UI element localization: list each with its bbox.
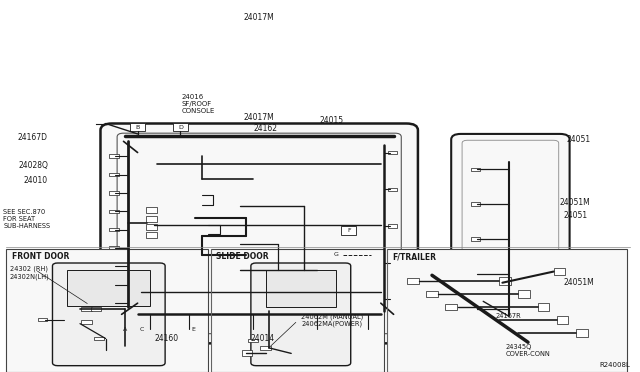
Bar xyxy=(184,330,194,333)
FancyBboxPatch shape xyxy=(451,134,570,344)
Text: SEE SEC.870
FOR SEAT
SUB-HARNESS: SEE SEC.870 FOR SEAT SUB-HARNESS xyxy=(3,209,51,230)
Bar xyxy=(94,337,104,340)
Bar xyxy=(260,346,271,350)
Bar xyxy=(341,227,356,235)
Text: 24017M: 24017M xyxy=(244,13,275,22)
Bar xyxy=(312,330,321,333)
Bar xyxy=(211,249,384,372)
Text: SLIDE DOOR: SLIDE DOOR xyxy=(216,252,269,261)
Text: 24302 (RH)
24302N(LH): 24302 (RH) 24302N(LH) xyxy=(10,266,49,280)
Text: 24016
SF/ROOF
CONSOLE: 24016 SF/ROOF CONSOLE xyxy=(182,94,215,114)
Text: 24062M (MANUAL)
24062MA(POWER): 24062M (MANUAL) 24062MA(POWER) xyxy=(301,314,364,327)
Bar xyxy=(118,326,133,334)
Bar xyxy=(554,268,565,275)
Bar xyxy=(109,191,119,195)
Text: 24051M: 24051M xyxy=(560,198,591,207)
Bar xyxy=(477,305,493,324)
Text: 24167D: 24167D xyxy=(18,133,48,142)
Bar xyxy=(388,261,397,264)
Bar xyxy=(557,316,568,324)
Bar xyxy=(266,270,336,307)
Text: 24160: 24160 xyxy=(154,334,179,343)
Bar xyxy=(364,330,372,333)
Text: B: B xyxy=(136,125,140,130)
Text: 24162: 24162 xyxy=(253,124,278,133)
Bar xyxy=(146,208,157,214)
Bar xyxy=(388,151,397,154)
Text: FRONT DOOR: FRONT DOOR xyxy=(12,252,69,261)
Bar xyxy=(186,326,201,334)
Bar xyxy=(67,270,150,307)
Bar xyxy=(329,251,343,259)
Text: F: F xyxy=(347,228,351,233)
Bar xyxy=(146,330,155,333)
Bar xyxy=(426,291,438,297)
Bar xyxy=(388,298,397,301)
Bar xyxy=(576,329,588,337)
Bar xyxy=(134,326,150,334)
Text: E: E xyxy=(191,327,195,333)
Bar xyxy=(242,350,252,356)
Bar xyxy=(109,301,119,305)
Bar xyxy=(146,232,157,238)
Bar xyxy=(6,249,208,372)
Bar xyxy=(387,249,627,372)
Text: 24015: 24015 xyxy=(320,116,344,125)
Bar xyxy=(109,246,119,250)
Bar xyxy=(38,318,47,321)
Text: G: G xyxy=(333,252,339,257)
FancyBboxPatch shape xyxy=(52,263,165,366)
Bar xyxy=(471,167,481,171)
Text: 24051: 24051 xyxy=(566,135,591,144)
Bar xyxy=(81,320,92,324)
Bar xyxy=(471,272,481,276)
Bar xyxy=(81,307,92,311)
Bar xyxy=(471,202,481,206)
Text: F/TRAILER: F/TRAILER xyxy=(392,252,436,261)
Bar xyxy=(518,290,530,298)
Text: 24167R: 24167R xyxy=(496,313,522,319)
Bar xyxy=(109,154,119,158)
Text: D: D xyxy=(178,125,183,130)
Bar xyxy=(109,264,119,268)
Bar xyxy=(91,307,101,311)
Bar xyxy=(109,228,119,231)
FancyBboxPatch shape xyxy=(100,124,418,343)
Text: C: C xyxy=(140,327,144,333)
Bar xyxy=(407,278,419,284)
Bar xyxy=(109,209,119,213)
Bar xyxy=(248,330,258,333)
Bar xyxy=(146,216,157,222)
Bar xyxy=(109,283,119,286)
Bar xyxy=(471,237,481,241)
Text: 24051M: 24051M xyxy=(563,278,594,287)
Bar xyxy=(388,187,397,191)
Bar xyxy=(388,224,397,228)
Text: 24017M: 24017M xyxy=(244,113,275,122)
Text: 24051: 24051 xyxy=(563,211,588,219)
Bar xyxy=(248,339,258,342)
Bar xyxy=(109,173,119,176)
Text: 24010: 24010 xyxy=(24,176,48,185)
Bar xyxy=(471,307,481,310)
Bar xyxy=(130,123,145,131)
Text: 24014: 24014 xyxy=(250,334,275,343)
Text: 24028Q: 24028Q xyxy=(18,161,48,170)
Bar xyxy=(146,224,157,230)
Bar xyxy=(538,303,549,311)
Bar xyxy=(499,277,511,285)
Text: A: A xyxy=(124,327,127,333)
Bar xyxy=(445,304,457,310)
Bar xyxy=(173,123,188,131)
Text: R24008L: R24008L xyxy=(600,362,630,368)
FancyBboxPatch shape xyxy=(251,263,351,366)
Text: 24345Q
COVER-CONN: 24345Q COVER-CONN xyxy=(506,344,550,357)
